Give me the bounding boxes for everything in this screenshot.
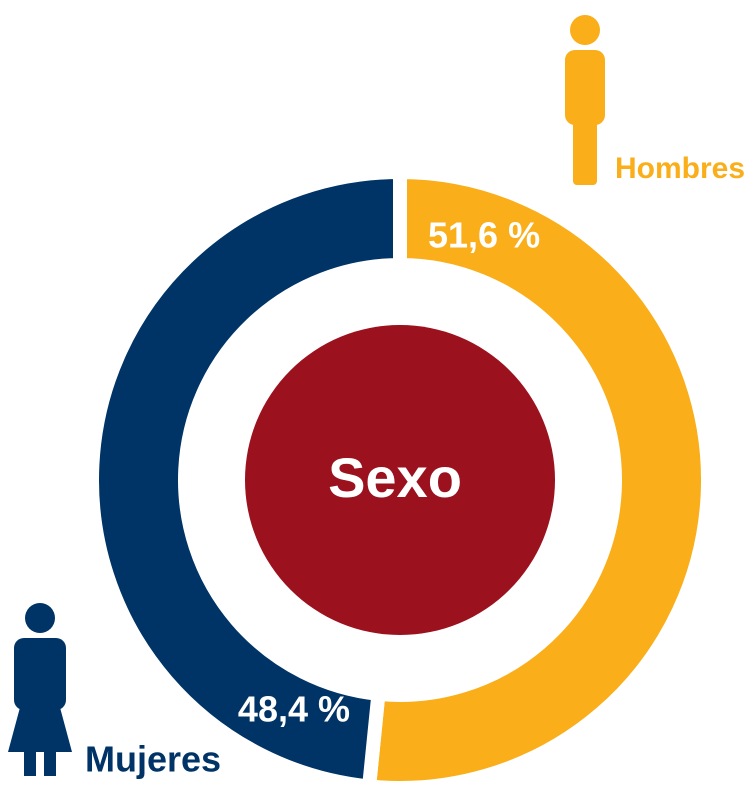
value-label: 51,6 % — [428, 215, 540, 256]
legend-label: Hombres — [615, 152, 745, 185]
center-circle — [245, 325, 555, 635]
chart-title: Sexo — [328, 446, 462, 509]
slice — [361, 164, 715, 788]
slices — [85, 164, 715, 788]
legend-label: Mujeres — [85, 739, 221, 780]
value-label: 48,4 % — [238, 689, 350, 730]
woman-icon — [8, 603, 72, 776]
slice — [85, 164, 407, 788]
man-icon — [565, 15, 605, 185]
